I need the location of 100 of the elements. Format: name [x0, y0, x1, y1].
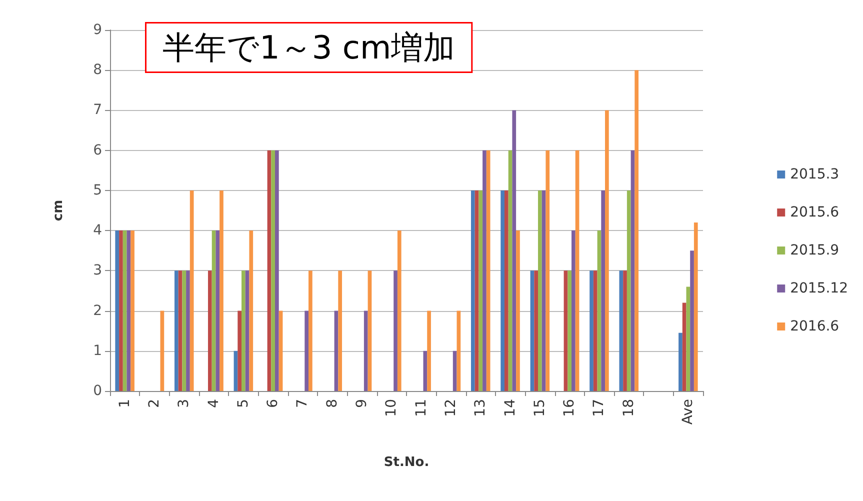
- x-tick-label: 10: [384, 399, 400, 417]
- bar: [478, 190, 483, 391]
- bar: [174, 270, 178, 391]
- bar: [634, 70, 639, 391]
- bar: [238, 310, 242, 391]
- bar: [516, 230, 520, 391]
- bar: [534, 270, 538, 391]
- x-tick-label: 18: [620, 399, 637, 417]
- bar: [249, 230, 254, 391]
- x-tick-label: 15: [532, 399, 548, 417]
- x-tick-label: 8: [324, 399, 340, 408]
- bar: [474, 190, 479, 391]
- bar: [368, 270, 372, 391]
- bar: [597, 230, 602, 391]
- bar: [486, 150, 490, 391]
- bar: [245, 270, 250, 391]
- bar: [160, 310, 164, 391]
- bar: [678, 332, 682, 391]
- bar: [575, 150, 580, 391]
- bar: [682, 302, 686, 391]
- bar: [334, 310, 338, 391]
- bar: [601, 190, 606, 391]
- bar: [397, 230, 402, 391]
- y-tick-label: 4: [93, 222, 102, 239]
- bar: [267, 150, 272, 391]
- bar: [686, 286, 690, 391]
- bar: [304, 310, 309, 391]
- bar: [208, 270, 212, 391]
- bar: [508, 150, 512, 391]
- legend-label: 2016.6: [790, 318, 840, 334]
- x-tick-label: Ave: [680, 399, 696, 425]
- legend-label: 2015.6: [790, 204, 840, 220]
- bar: [690, 250, 694, 391]
- bar: [190, 190, 194, 391]
- bar: [482, 150, 486, 391]
- bar: [271, 150, 275, 391]
- bar: [212, 230, 216, 391]
- bar: [130, 230, 134, 391]
- bar: [564, 270, 568, 391]
- bar: [278, 310, 283, 391]
- bar: [568, 270, 572, 391]
- bar: [694, 222, 698, 391]
- bar: [512, 110, 516, 391]
- bar: [364, 310, 368, 391]
- bar: [186, 270, 190, 391]
- bar: [500, 190, 504, 391]
- y-tick-label: 9: [93, 22, 102, 38]
- y-tick-label: 0: [93, 383, 102, 399]
- bar: [423, 350, 428, 391]
- bar: [619, 270, 624, 391]
- bar: [122, 230, 127, 391]
- bar: [182, 270, 186, 391]
- bar: [542, 190, 546, 391]
- annotation: 半年で1～3 cm増加: [162, 28, 456, 66]
- bar: [623, 270, 627, 391]
- y-tick-label: 2: [93, 302, 102, 319]
- bar: [220, 190, 224, 391]
- bar: [452, 350, 457, 391]
- x-tick-label: 11: [413, 399, 430, 417]
- bar: [115, 230, 120, 391]
- bar: [275, 150, 279, 391]
- y-tick-label: 5: [93, 182, 102, 198]
- x-tick-label: 6: [265, 398, 282, 408]
- bar: [456, 310, 461, 391]
- legend-label: 2015.3: [790, 166, 840, 182]
- y-tick-label: 3: [93, 262, 102, 279]
- bar: [242, 270, 246, 391]
- bar: [630, 150, 635, 391]
- x-tick-label: 5: [235, 399, 252, 408]
- bar: [178, 270, 182, 391]
- bar: [394, 270, 398, 391]
- legend-label: 2015.9: [790, 242, 840, 258]
- x-tick-label: 14: [502, 398, 518, 417]
- bar: [338, 270, 342, 391]
- bar: [530, 270, 534, 391]
- x-axis-title: St.No.: [384, 455, 430, 470]
- bar: [216, 230, 220, 391]
- bar: [126, 230, 131, 391]
- bar: [546, 150, 550, 391]
- legend-label: 2015.12: [790, 280, 848, 296]
- bar: [538, 190, 542, 391]
- x-tick-label: 1: [116, 399, 133, 408]
- y-tick-label: 7: [93, 102, 102, 118]
- x-tick-label: 2: [146, 399, 162, 408]
- bar: [470, 190, 475, 391]
- bar: [119, 230, 123, 391]
- bar: [572, 230, 576, 391]
- x-tick-label: 4: [206, 398, 222, 408]
- bar: [590, 270, 594, 391]
- x-tick-label: 9: [354, 399, 370, 408]
- x-tick-label: 7: [294, 399, 311, 408]
- x-tick-label: 16: [562, 398, 578, 417]
- bar: [593, 270, 598, 391]
- bar: [427, 310, 431, 391]
- x-tick-label: 17: [591, 399, 608, 417]
- bar: [626, 190, 631, 391]
- bar: [308, 270, 312, 391]
- bar: [504, 190, 508, 391]
- bar: [234, 350, 238, 391]
- y-tick-label: 8: [93, 62, 102, 78]
